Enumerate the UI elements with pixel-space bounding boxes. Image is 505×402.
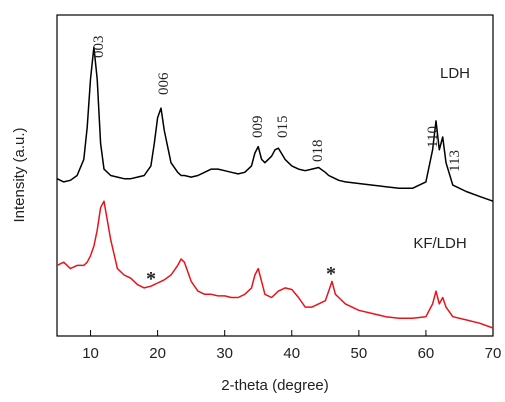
x-tick-label: 10 <box>82 345 99 362</box>
series-line <box>56 200 494 329</box>
peak-label: 110 <box>425 126 441 148</box>
peak-label: 006 <box>156 72 172 95</box>
peak-label: 113 <box>447 150 463 172</box>
x-axis-title: 2-theta (degree) <box>221 377 329 394</box>
impurity-marker: * <box>326 263 336 285</box>
x-tick-label: 60 <box>418 345 435 362</box>
series-line <box>56 46 494 202</box>
x-tick-label: 40 <box>283 345 300 362</box>
impurity-marker: * <box>146 268 156 290</box>
series-label: LDH <box>440 65 470 82</box>
x-tick-label: 30 <box>216 345 233 362</box>
x-tick-label: 50 <box>351 345 368 362</box>
y-axis-title: Intensity (a.u.) <box>11 127 28 222</box>
peak-label: 018 <box>310 140 326 163</box>
peak-label: 003 <box>91 36 107 59</box>
x-tick-label: 70 <box>485 345 502 362</box>
x-tick-label: 20 <box>149 345 166 362</box>
series-label: KF/LDH <box>413 235 466 252</box>
peak-label: 009 <box>250 116 266 139</box>
plot-frame <box>56 14 494 337</box>
peak-label: 015 <box>275 116 291 139</box>
